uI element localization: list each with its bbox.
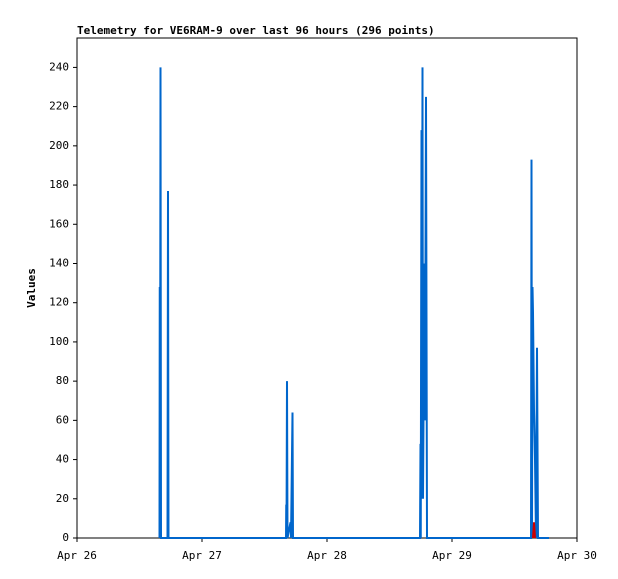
y-tick-label: 20 [56,492,69,505]
plot-frame [76,37,578,539]
x-tick-label: Apr 27 [182,549,222,562]
y-tick-label: 80 [56,374,69,387]
y-tick-label: 140 [49,256,69,269]
x-tick-label: Apr 30 [557,549,597,562]
y-tick-label: 40 [56,453,69,466]
y-tick-label: 160 [49,217,69,230]
x-tick-label: Apr 26 [57,549,97,562]
data-line [532,522,536,539]
y-tick-label: 60 [56,413,69,426]
y-tick-label: 120 [49,296,69,309]
x-tick-label: Apr 29 [432,549,472,562]
y-tick-label: 0 [62,531,69,544]
x-tick-label: Apr 28 [307,549,347,562]
y-axis-label: Values [25,268,38,308]
y-tick-label: 240 [49,60,69,73]
y-tick-label: 220 [49,100,69,113]
y-tick-label: 100 [49,335,69,348]
chart-title: Telemetry for VE6RAM-9 over last 96 hour… [77,24,435,37]
data-line [158,67,549,539]
y-tick-label: 200 [49,139,69,152]
y-tick-label: 180 [49,178,69,191]
